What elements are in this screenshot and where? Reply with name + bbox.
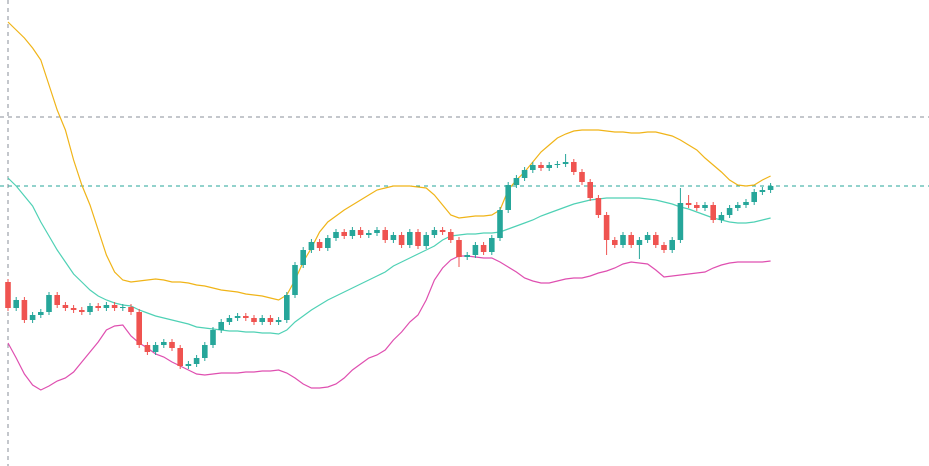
candle-body (374, 230, 380, 233)
candle-body (694, 205, 700, 208)
candle-body (530, 165, 536, 170)
candle-body (300, 250, 306, 265)
candle-body (62, 305, 69, 308)
candle-body (497, 210, 503, 238)
band-line (7, 177, 771, 335)
candle-body (357, 230, 364, 235)
candle-body (316, 242, 323, 248)
candle-body (5, 282, 11, 308)
candle-body (284, 295, 290, 320)
candle-body (54, 295, 60, 305)
candle-body (398, 235, 405, 245)
candle-body (136, 312, 142, 345)
candle-body (169, 342, 175, 348)
candle-body (710, 205, 716, 220)
candle-body (661, 245, 667, 250)
candle-body (612, 240, 618, 245)
candle-body (193, 358, 200, 364)
candle-body (587, 182, 593, 198)
candle-body (185, 364, 192, 366)
candle-body (521, 170, 528, 178)
candle-body (636, 240, 643, 245)
candle-body (759, 190, 766, 192)
candle-body (562, 162, 569, 164)
candle-body (95, 306, 101, 308)
candle-body (128, 307, 134, 312)
candle-body (243, 316, 249, 318)
candle-body (21, 300, 28, 320)
candle-body (120, 307, 126, 308)
candle-body (538, 165, 544, 168)
candle-body (210, 330, 216, 345)
candle-body (325, 238, 331, 248)
candle-body (702, 205, 708, 208)
candle-body (669, 240, 675, 250)
candle-body (29, 315, 36, 320)
candle-body (349, 230, 356, 236)
candle-body (366, 233, 372, 235)
candle-body (448, 232, 454, 240)
candle-body (743, 202, 749, 205)
candle-body (144, 345, 151, 352)
candle-body (767, 186, 774, 190)
candle-body (103, 305, 110, 308)
candle-body (595, 198, 602, 215)
candle-body (554, 164, 561, 165)
candle-body (571, 162, 577, 172)
candle-body (415, 232, 421, 246)
candle-body (177, 348, 183, 366)
candle-body (513, 178, 520, 185)
candle-body (628, 235, 634, 245)
candle-body (685, 203, 692, 205)
candle-body (218, 322, 224, 330)
candle-body (46, 295, 52, 312)
candle-body (275, 320, 282, 322)
candle-body (735, 205, 741, 208)
candle-body (579, 172, 585, 182)
candle-body (333, 232, 339, 238)
candle-body (292, 265, 298, 295)
candle-body (308, 242, 315, 250)
candle-body (505, 185, 511, 210)
candle-body (267, 318, 274, 322)
candle-body (489, 238, 495, 252)
candle-body (751, 192, 757, 202)
candle-body (677, 203, 684, 240)
candle-body (407, 232, 413, 245)
candle-body (653, 235, 659, 245)
candle-body (87, 306, 93, 312)
candle-body (726, 208, 733, 215)
candle-body (38, 312, 44, 315)
candle-body (152, 345, 159, 352)
candle-body (718, 215, 725, 220)
candle-body (70, 308, 77, 310)
candle-body (644, 235, 651, 240)
candle-body (259, 318, 265, 322)
candle-body (161, 342, 167, 345)
candle-body (251, 318, 257, 322)
candle-body (226, 318, 233, 322)
candle-body (341, 232, 347, 236)
candle-body (79, 310, 85, 312)
candle-body (439, 230, 446, 232)
candle-body (111, 305, 118, 308)
candle-body (13, 300, 19, 308)
candle-body (390, 235, 397, 240)
candle-body (382, 230, 388, 240)
candle-body (546, 165, 552, 168)
candle-body (472, 245, 479, 255)
candle-body (620, 235, 626, 245)
candle-body (480, 245, 487, 252)
candle-body (234, 316, 241, 318)
candle-body (431, 230, 438, 235)
band-line (7, 21, 771, 301)
band-line (7, 255, 771, 391)
candle-body (202, 345, 208, 358)
candle-body (423, 235, 429, 246)
candle-body (456, 240, 462, 257)
candle-body (603, 215, 610, 240)
candle-body (464, 255, 470, 257)
